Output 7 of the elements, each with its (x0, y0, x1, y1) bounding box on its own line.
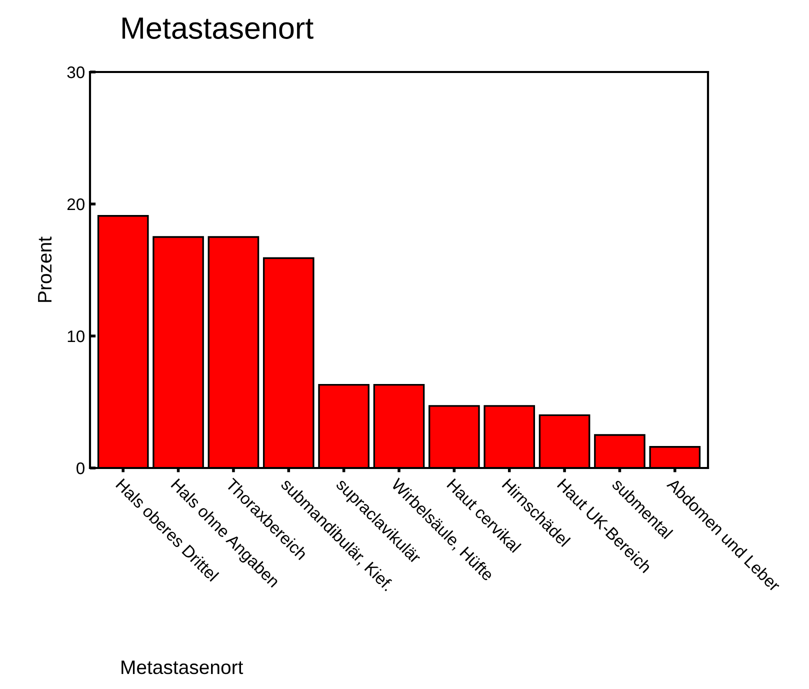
y-tick-label: 10 (68, 330, 84, 342)
y-axis-title: Prozent (38, 236, 52, 302)
y-tick-label: 20 (67, 198, 84, 210)
y-tick-label: 30 (67, 66, 84, 78)
y-tick-label: 0 (76, 462, 84, 474)
chart-title: Metastasenort (122, 18, 314, 39)
x-axis-title: Metastasenort (122, 660, 244, 674)
